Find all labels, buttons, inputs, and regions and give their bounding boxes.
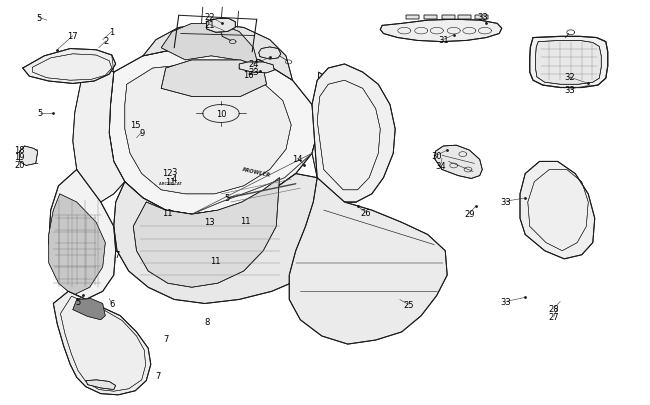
Text: ARCTIC CAT: ARCTIC CAT: [159, 181, 182, 185]
Text: 19: 19: [14, 153, 25, 162]
Polygon shape: [312, 73, 372, 202]
Polygon shape: [20, 147, 38, 166]
Polygon shape: [289, 178, 447, 344]
Text: 5: 5: [36, 14, 42, 23]
Polygon shape: [312, 65, 395, 202]
Text: PROWLER: PROWLER: [242, 166, 272, 177]
Polygon shape: [434, 146, 482, 179]
Text: 20: 20: [14, 161, 25, 170]
Polygon shape: [520, 162, 595, 259]
Polygon shape: [259, 48, 281, 60]
Text: 13: 13: [204, 217, 214, 226]
Text: 5: 5: [38, 109, 43, 118]
Text: 5: 5: [225, 194, 230, 203]
Polygon shape: [125, 65, 291, 194]
Polygon shape: [161, 24, 260, 73]
Text: 10: 10: [216, 110, 226, 119]
Polygon shape: [86, 380, 116, 390]
Polygon shape: [53, 292, 151, 395]
Polygon shape: [52, 211, 99, 292]
Text: 27: 27: [549, 312, 559, 321]
Polygon shape: [114, 174, 344, 304]
Polygon shape: [73, 61, 125, 202]
Polygon shape: [49, 170, 116, 300]
Polygon shape: [23, 49, 116, 84]
Text: 8: 8: [204, 318, 209, 326]
Text: 31: 31: [438, 36, 448, 45]
Text: 34: 34: [436, 162, 446, 171]
Text: 7: 7: [155, 371, 161, 380]
Text: 4: 4: [172, 175, 177, 183]
Text: 16: 16: [243, 70, 254, 79]
Polygon shape: [380, 20, 502, 43]
Polygon shape: [239, 63, 274, 74]
Text: 2: 2: [103, 37, 109, 46]
Text: 25: 25: [403, 300, 413, 309]
Polygon shape: [109, 49, 318, 215]
Text: 14: 14: [292, 154, 303, 163]
Polygon shape: [143, 24, 292, 81]
Text: 3: 3: [172, 168, 177, 177]
Text: 26: 26: [360, 208, 370, 217]
Text: 12: 12: [162, 169, 173, 178]
Text: 28: 28: [549, 304, 559, 313]
Polygon shape: [442, 16, 455, 20]
Text: 11: 11: [211, 257, 221, 266]
Text: 15: 15: [130, 121, 140, 130]
Text: 32: 32: [564, 73, 575, 82]
Text: 6: 6: [109, 299, 114, 308]
Text: 21: 21: [204, 21, 214, 30]
Polygon shape: [424, 16, 437, 20]
Text: 11: 11: [240, 216, 251, 225]
Text: 17: 17: [68, 32, 78, 41]
Text: 29: 29: [464, 209, 474, 218]
Text: 24: 24: [248, 60, 259, 69]
Text: 22: 22: [204, 13, 214, 21]
Text: 7: 7: [114, 251, 120, 260]
Text: 11: 11: [162, 208, 173, 217]
Polygon shape: [458, 16, 471, 20]
Text: 33: 33: [500, 197, 511, 206]
Polygon shape: [474, 16, 488, 20]
Text: 33: 33: [564, 85, 575, 94]
Text: 30: 30: [432, 151, 442, 160]
Text: 11: 11: [165, 178, 176, 187]
Text: 18: 18: [14, 145, 25, 154]
Text: 5: 5: [75, 297, 81, 306]
Text: 1: 1: [109, 28, 114, 37]
Text: 9: 9: [139, 128, 144, 137]
Text: 33: 33: [500, 297, 511, 306]
Text: 33: 33: [477, 13, 488, 21]
Polygon shape: [207, 19, 235, 33]
Polygon shape: [161, 61, 266, 97]
Text: 23: 23: [248, 68, 259, 77]
Polygon shape: [73, 299, 105, 320]
Polygon shape: [530, 37, 608, 88]
Polygon shape: [536, 41, 601, 85]
Text: 7: 7: [163, 334, 168, 343]
Polygon shape: [49, 194, 105, 296]
Polygon shape: [133, 178, 280, 288]
Polygon shape: [406, 16, 419, 20]
